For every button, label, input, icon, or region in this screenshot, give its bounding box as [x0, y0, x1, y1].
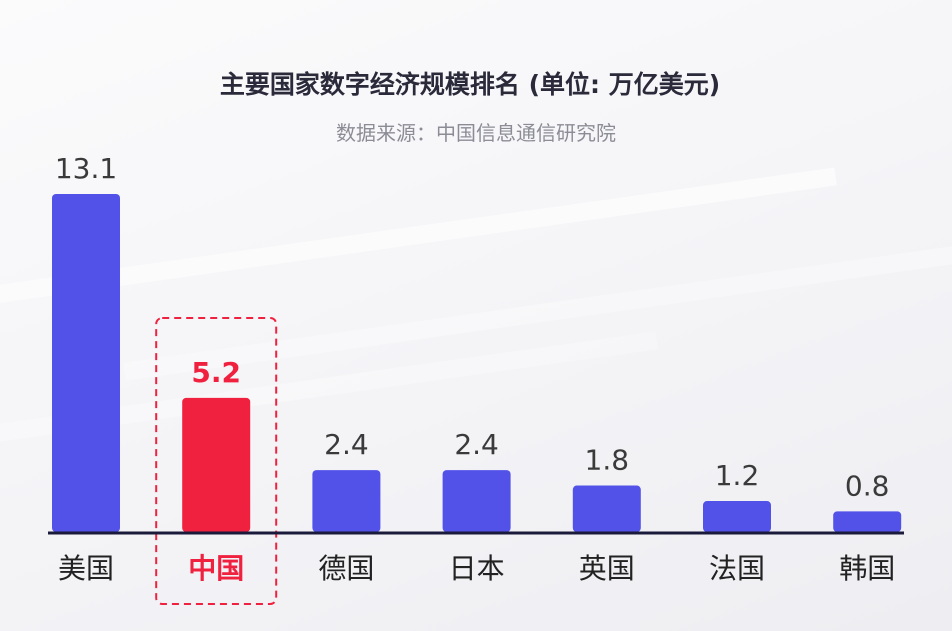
highlight-box	[155, 317, 278, 605]
bar-2	[312, 470, 381, 532]
bar-1	[182, 397, 251, 532]
bar-0	[52, 194, 120, 532]
bar-5	[703, 501, 771, 532]
category-label-6: 韩国	[839, 552, 895, 585]
chart-title: 主要国家数字经济规模排名 (单位: 万亿美元)	[220, 70, 720, 99]
value-label-1: 5.2	[191, 356, 241, 389]
bar-4	[572, 485, 641, 532]
value-label-3: 2.4	[454, 428, 499, 461]
category-label-5: 法国	[709, 552, 765, 585]
bars-layer: 13.1 美国 5.2 中国 2.4 德国 2.4 日本 1.8 英国 1.2 法国 0.8 韩国	[52, 152, 902, 605]
bar-3	[442, 470, 511, 532]
chart-subtitle: 数据来源：中国信息通信研究院	[336, 121, 616, 145]
category-label-4: 英国	[579, 552, 635, 585]
value-label-4: 1.8	[585, 444, 630, 477]
category-label-0: 美国	[58, 552, 114, 585]
value-label-5: 1.2	[715, 459, 760, 492]
category-label-3: 日本	[449, 552, 505, 585]
value-label-2: 2.4	[324, 428, 369, 461]
value-label-6: 0.8	[845, 469, 890, 502]
bar-6	[833, 511, 902, 532]
value-label-0: 13.1	[55, 152, 117, 185]
category-label-2: 德国	[318, 552, 374, 585]
category-label-1: 中国	[188, 552, 244, 585]
